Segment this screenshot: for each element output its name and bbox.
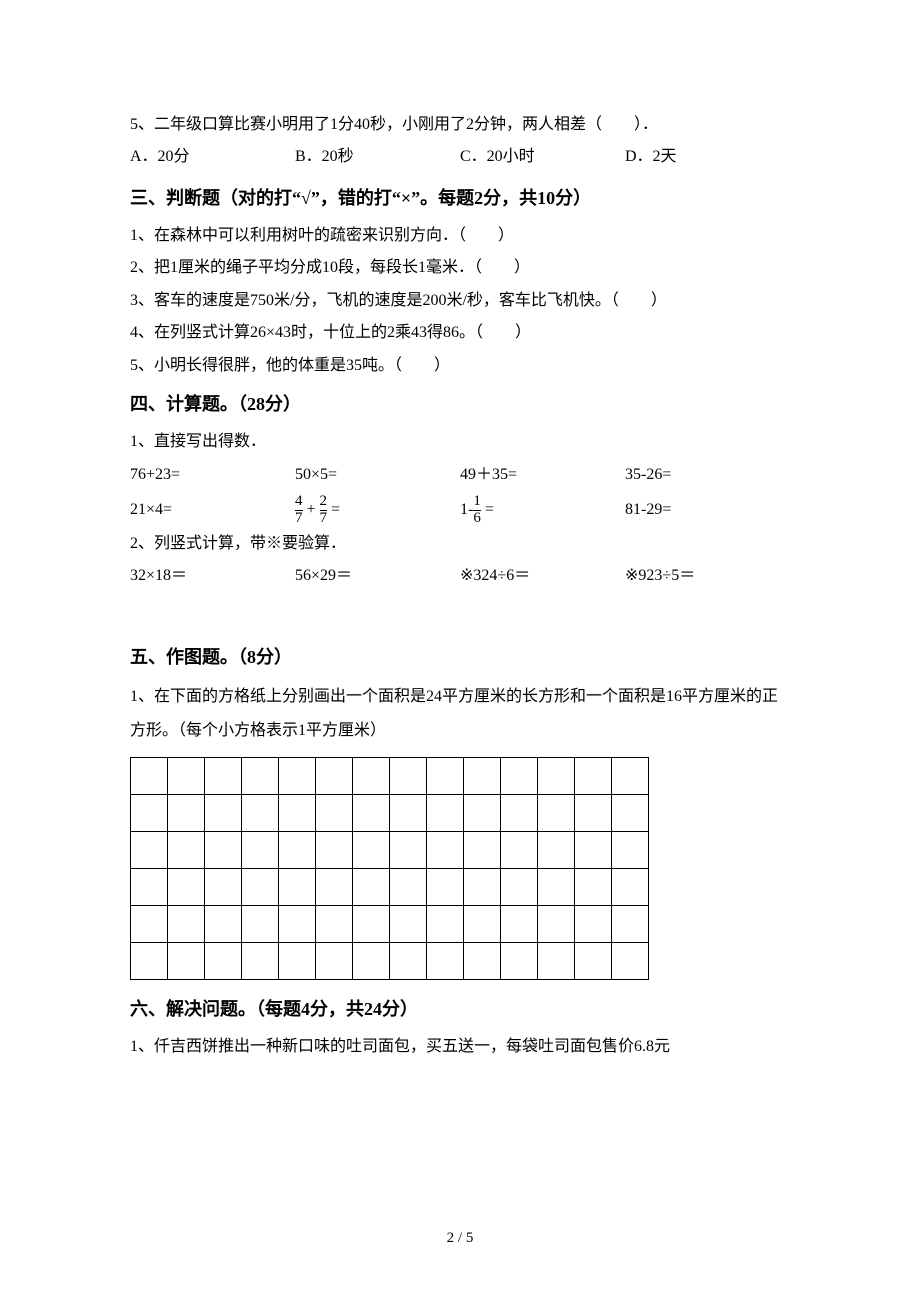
answer-grid: [130, 757, 649, 980]
s4-r3-b: 56×29＝: [295, 561, 460, 591]
q5-choice-b: B．20秒: [295, 142, 460, 172]
s4-row3: 32×18＝ 56×29＝ ※324÷6＝ ※923÷5＝: [130, 561, 790, 591]
q5-choice-a: A．20分: [130, 142, 295, 172]
s3-item-2: 2、把1厘米的绳子平均分成10段，每段长1毫米．（ ）: [130, 253, 790, 283]
s4-row1: 76+23= 50×5= 49＋35= 35-26=: [130, 460, 790, 490]
s3-item-1: 1、在森林中可以利用树叶的疏密来识别方向．（ ）: [130, 221, 790, 251]
s4-r2-c: 1- 1 6 =: [460, 492, 625, 527]
s4-r3-a: 32×18＝: [130, 561, 295, 591]
section4-heading: 四、计算题。（28分）: [130, 387, 790, 421]
s4-r1-c: 49＋35=: [460, 460, 625, 490]
s4-sub1: 1、直接写出得数．: [130, 427, 790, 457]
s4-r3-c: ※324÷6＝: [460, 561, 625, 591]
q5-text: 5、二年级口算比赛小明用了1分40秒，小刚用了2分钟，两人相差（ ）．: [130, 110, 790, 140]
s4-r3-d: ※923÷5＝: [625, 561, 790, 591]
s4-r1-b: 50×5=: [295, 460, 460, 490]
s4-row2: 21×4= 4 7 + 2 7 = 1- 1 6 = 81-29=: [130, 492, 790, 527]
s6-q1: 1、仟吉西饼推出一种新口味的吐司面包，买五送一，每袋吐司面包售价6.8元: [130, 1032, 790, 1062]
s4-r2-d: 81-29=: [625, 492, 790, 527]
q5-choice-c: C．20小时: [460, 142, 625, 172]
section5-heading: 五、作图题。（8分）: [130, 640, 790, 674]
s4-r2-a: 21×4=: [130, 492, 295, 527]
s3-item-3: 3、客车的速度是750米/分，飞机的速度是200米/秒，客车比飞机快。（ ）: [130, 286, 790, 316]
s4-r1-d: 35-26=: [625, 460, 790, 490]
s4-sub2: 2、列竖式计算，带※要验算．: [130, 529, 790, 559]
s3-item-4: 4、在列竖式计算26×43时，十位上的2乘43得86。（ ）: [130, 318, 790, 348]
s3-item-5: 5、小明长得很胖，他的体重是35吨。（ ）: [130, 351, 790, 381]
page-number: 2 / 5: [0, 1224, 920, 1253]
s4-r1-a: 76+23=: [130, 460, 295, 490]
q5-choice-d: D．2天: [625, 142, 790, 172]
frac-4-7: 4 7: [295, 494, 303, 527]
section6-heading: 六、解决问题。（每题4分，共24分）: [130, 992, 790, 1026]
section3-heading: 三、判断题（对的打“√”，错的打“×”。每题2分，共10分）: [130, 181, 790, 215]
frac-1-6: 1 6: [473, 494, 481, 527]
frac-2-7: 2 7: [320, 494, 328, 527]
s5-q1: 1、在下面的方格纸上分别画出一个面积是24平方厘米的长方形和一个面积是16平方厘…: [130, 680, 790, 747]
s4-r2-b: 4 7 + 2 7 =: [295, 492, 460, 527]
q5-choices: A．20分 B．20秒 C．20小时 D．2天: [130, 142, 790, 172]
